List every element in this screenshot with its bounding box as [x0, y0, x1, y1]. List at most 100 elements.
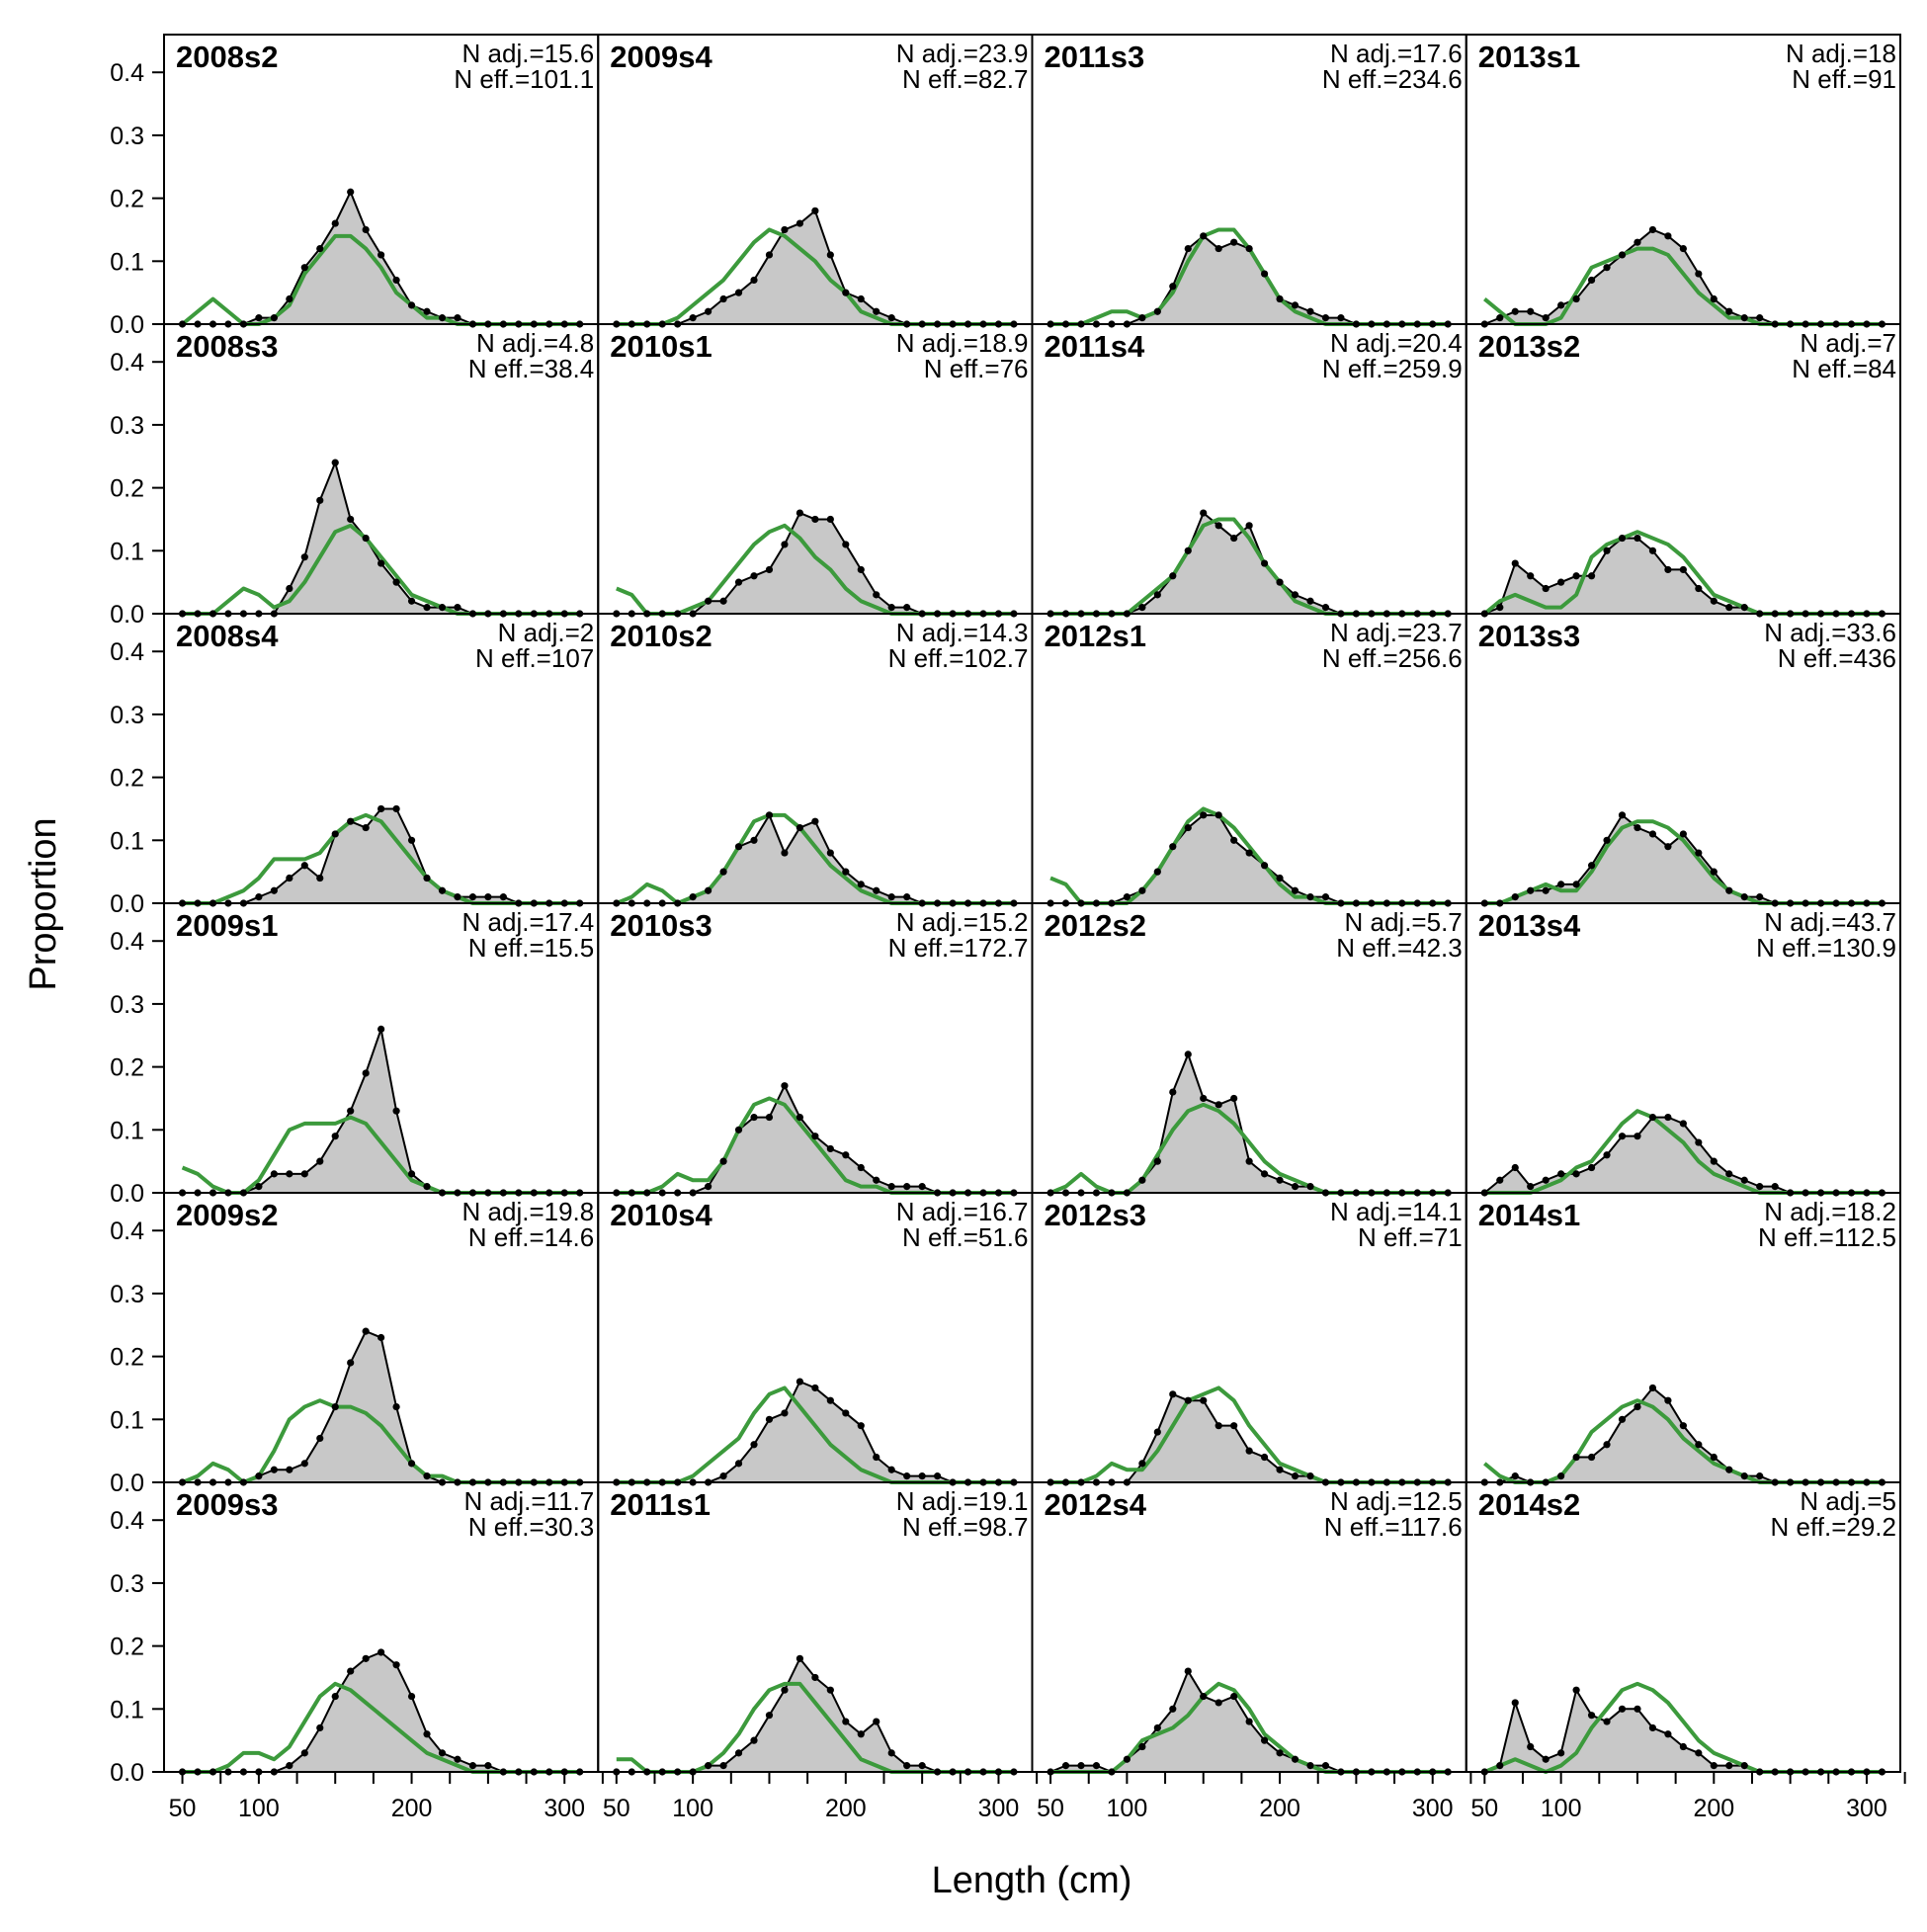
panel-2011s4: 2011s4 N adj.=20.4N eff.=259.9 — [1031, 323, 1467, 618]
observed-point — [1710, 1157, 1718, 1165]
observed-point — [1511, 1163, 1519, 1172]
observed-point — [1138, 1742, 1146, 1751]
observed-point — [331, 1692, 339, 1701]
observed-point — [719, 1762, 727, 1770]
observed-point — [1306, 1472, 1314, 1480]
observed-point — [407, 597, 416, 605]
panel-2012s4: 2012s4 N adj.=12.5N eff.=117.6 50 100 200 300 — [1031, 1481, 1472, 1822]
observed-point — [286, 1170, 293, 1178]
y-tick-label: 0.0 — [110, 1759, 144, 1787]
observed-point — [484, 1762, 492, 1770]
x-tick-label: 100 — [238, 1795, 280, 1822]
observed-point — [377, 1333, 385, 1342]
observed-point — [316, 1723, 324, 1732]
observed-point — [316, 496, 324, 504]
n-eff-label: N eff.=117.6 — [1324, 1512, 1463, 1542]
observed-point — [1634, 1133, 1641, 1140]
n-eff-label: N eff.=30.3 — [468, 1512, 594, 1542]
observed-point — [1169, 572, 1177, 580]
observed-point — [1092, 1762, 1101, 1770]
observed-point — [1648, 225, 1657, 234]
observed-point — [719, 1157, 727, 1165]
n-eff-label: N eff.=259.9 — [1322, 354, 1463, 383]
y-tick-label: 0.1 — [110, 538, 144, 565]
observed-point — [270, 1170, 278, 1178]
observed-point — [1618, 534, 1627, 543]
n-eff-label: N eff.=101.1 — [454, 64, 594, 94]
n-eff-label: N eff.=76 — [924, 354, 1029, 383]
observed-point — [1648, 1384, 1657, 1392]
observed-point — [873, 1718, 880, 1725]
observed-point — [407, 1692, 416, 1701]
observed-point — [1511, 893, 1519, 901]
panel-2012s2: 2012s2 N adj.=5.7N eff.=42.3 — [1031, 902, 1467, 1197]
observed-point — [347, 188, 355, 196]
observed-point — [719, 1472, 727, 1480]
observed-point — [316, 1157, 324, 1165]
observed-point — [857, 1730, 865, 1738]
observed-point — [1725, 1762, 1733, 1770]
observed-point — [286, 1762, 293, 1770]
observed-point — [1230, 534, 1238, 543]
observed-point — [1527, 572, 1535, 580]
observed-point — [1215, 811, 1222, 819]
observed-point — [1679, 1120, 1687, 1128]
observed-point — [1572, 294, 1580, 303]
n-adj-label: N adj.=12.5 — [1330, 1486, 1463, 1516]
observed-point — [316, 1434, 324, 1443]
panel-label: 2011s3 — [1045, 40, 1145, 74]
observed-point — [1587, 862, 1596, 870]
observed-point — [1603, 1151, 1611, 1159]
y-tick-label: 0.2 — [110, 186, 144, 213]
observed-point — [1710, 868, 1718, 876]
observed-point — [887, 1466, 895, 1473]
panel-2012s3: 2012s3 N adj.=14.1N eff.=71 — [1031, 1192, 1467, 1486]
observed-point — [1664, 1730, 1672, 1738]
panel-2014s1: 2014s1 N adj.=18.2N eff.=112.5 — [1465, 1192, 1901, 1486]
observed-point — [1153, 307, 1161, 315]
observed-point — [903, 893, 911, 901]
observed-point — [1245, 1447, 1253, 1455]
observed-point — [796, 1378, 804, 1386]
observed-point — [347, 1359, 355, 1367]
observed-point — [468, 1762, 477, 1770]
panel-label: 2014s2 — [1478, 1487, 1580, 1522]
observed-area — [616, 210, 1014, 324]
panel-label: 2013s1 — [1478, 40, 1580, 74]
panel-label: 2009s2 — [176, 1198, 278, 1232]
panel-label: 2010s1 — [610, 329, 712, 364]
observed-point — [750, 276, 758, 285]
observed-point — [331, 1133, 339, 1140]
observed-point — [1725, 886, 1733, 894]
observed-point — [300, 1460, 308, 1468]
observed-point — [270, 314, 278, 322]
panel-2009s1: 2009s1 N adj.=17.4N eff.=15.5 0.0 0.1 0.2 0.3… — [110, 902, 600, 1208]
observed-point — [316, 244, 324, 253]
observed-point — [811, 1133, 819, 1140]
y-tick-label: 0.4 — [110, 638, 144, 666]
observed-point — [1276, 1466, 1284, 1473]
observed-point — [1215, 1422, 1222, 1430]
observed-point — [765, 811, 774, 819]
observed-point — [255, 314, 263, 322]
n-adj-label: N adj.=19.8 — [462, 1197, 595, 1226]
n-eff-label: N eff.=91 — [1792, 64, 1896, 94]
observed-point — [1061, 1762, 1070, 1770]
observed-area — [1484, 1117, 1883, 1193]
observed-point — [1230, 1422, 1238, 1430]
observed-point — [1138, 314, 1146, 322]
observed-point — [1215, 1101, 1222, 1109]
observed-point — [811, 515, 819, 524]
observed-point — [1664, 565, 1672, 574]
observed-point — [857, 881, 865, 888]
observed-point — [857, 1163, 865, 1172]
observed-point — [1542, 1176, 1550, 1184]
observed-point — [454, 893, 461, 901]
observed-point — [1123, 893, 1131, 901]
observed-point — [719, 597, 727, 605]
n-adj-label: N adj.=14.1 — [1330, 1197, 1463, 1226]
observed-point — [1291, 1183, 1299, 1191]
x-tick-label: 200 — [1693, 1795, 1734, 1822]
observed-point — [1756, 1183, 1764, 1191]
y-axis-title: Proportion — [23, 817, 64, 990]
